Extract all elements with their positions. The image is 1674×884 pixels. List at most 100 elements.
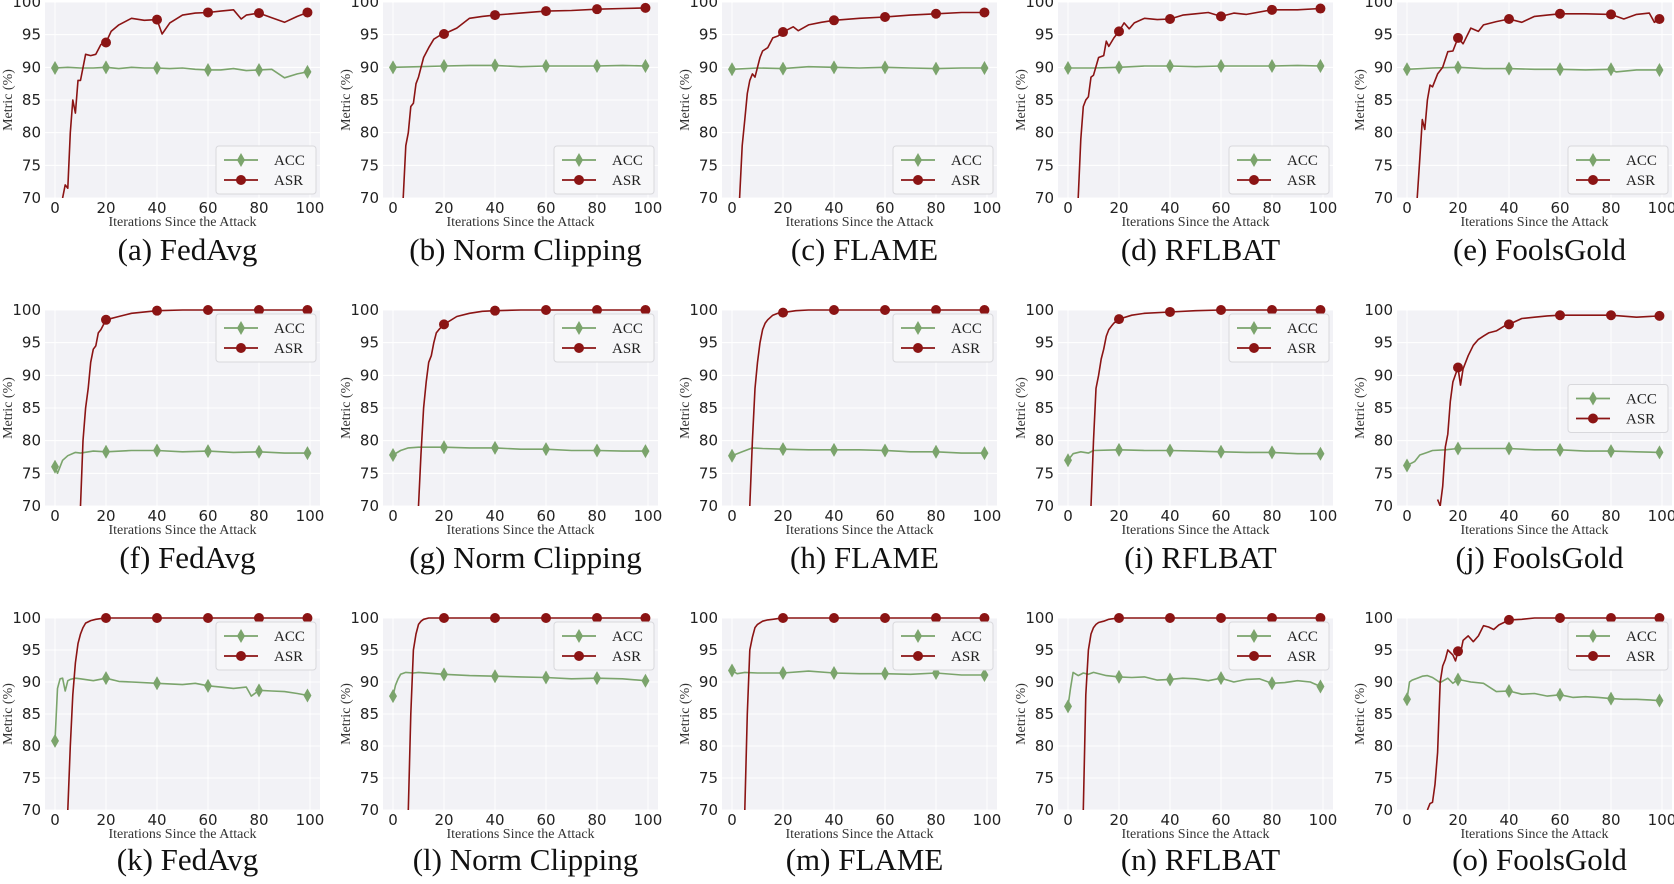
- subfigure-caption: (n) RFLBAT: [1033, 842, 1368, 878]
- data-point-circle: [1504, 614, 1514, 625]
- data-point-circle: [592, 4, 602, 15]
- data-point-circle: [1453, 32, 1463, 43]
- series-asr: [744, 613, 990, 810]
- y-tick-label: 95: [360, 334, 379, 352]
- legend-diamond-icon: [1589, 391, 1597, 406]
- subfigure-caption: (e) FoolsGold: [1372, 232, 1674, 268]
- x-tick-label: 100: [1309, 811, 1338, 829]
- data-point-circle: [931, 8, 941, 19]
- legend: ACC ASR: [553, 145, 655, 195]
- data-point-circle: [931, 305, 941, 315]
- y-tick-label: 75: [1035, 769, 1054, 787]
- x-tick-label: 40: [824, 199, 843, 217]
- caption-letter: (n): [1120, 842, 1165, 877]
- caption-name: FLAME: [833, 232, 939, 267]
- x-tick-label: 0: [1063, 811, 1073, 829]
- y-tick-label: 85: [699, 399, 718, 417]
- data-point-circle: [254, 305, 264, 315]
- legend-label: ACC: [1287, 153, 1318, 169]
- y-tick-label: 90: [1035, 366, 1054, 384]
- y-tick-label: 100: [12, 301, 41, 319]
- data-point-circle: [152, 613, 162, 623]
- y-tick-label: 95: [1374, 334, 1393, 352]
- data-point-diamond: [1454, 672, 1462, 687]
- data-point-diamond: [51, 459, 59, 474]
- caption-name: FoolsGold: [1492, 540, 1624, 575]
- data-point-circle: [1114, 613, 1124, 623]
- y-axis-label: Metric (%): [678, 683, 693, 745]
- y-axis-label: Metric (%): [678, 377, 693, 439]
- data-point-diamond: [51, 733, 59, 748]
- y-tick-label: 85: [22, 705, 41, 723]
- series-acc: [51, 60, 312, 79]
- data-point-diamond: [641, 444, 650, 459]
- y-tick-label: 85: [1035, 91, 1054, 109]
- legend-label: ASR: [274, 173, 303, 189]
- series-asr: [61, 7, 313, 198]
- x-tick-label: 40: [1160, 811, 1179, 829]
- y-tick-label: 100: [1025, 301, 1054, 319]
- series-acc: [1064, 442, 1325, 468]
- data-point-circle: [152, 14, 162, 25]
- legend-label: ACC: [274, 321, 305, 337]
- y-tick-label: 90: [699, 366, 718, 384]
- y-axis-label: Metric (%): [1353, 683, 1368, 745]
- y-tick-label: 85: [1374, 399, 1393, 417]
- y-tick-label: 95: [699, 334, 718, 352]
- y-tick-label: 90: [1374, 673, 1393, 691]
- x-tick-label: 20: [1448, 811, 1467, 829]
- data-point-diamond: [204, 444, 212, 459]
- legend: ACC ASR: [1567, 621, 1669, 671]
- legend-label: ACC: [1287, 629, 1318, 645]
- legend-circle-icon: [1588, 651, 1598, 661]
- y-tick-label: 75: [1374, 769, 1393, 787]
- y-axis-label: Metric (%): [1, 377, 16, 439]
- gridlines: [45, 1, 320, 199]
- y-tick-label: 90: [360, 366, 379, 384]
- data-point-circle: [1315, 613, 1326, 623]
- data-point-circle: [1216, 305, 1226, 315]
- x-tick-label: 20: [96, 811, 115, 829]
- y-tick-label: 70: [22, 189, 41, 207]
- legend-diamond-icon: [237, 321, 245, 335]
- data-point-diamond: [1166, 672, 1174, 687]
- data-point-circle: [1555, 613, 1565, 623]
- line-chart: 70 75 80 85 90 95 100 0 20 40 60 80 100 Iterations Si…: [678, 609, 1001, 842]
- x-tick-label: 40: [1499, 199, 1518, 217]
- line-chart: 70 75 80 85 90 95 100 0 20 40 60 80 100 Iterations Si…: [1, 301, 324, 538]
- data-point-diamond: [102, 444, 110, 459]
- x-axis-label: Iterations Since the Attack: [446, 523, 594, 538]
- series-asr: [1416, 8, 1665, 198]
- data-point-diamond: [1403, 458, 1411, 473]
- y-tick-label: 75: [699, 464, 718, 482]
- data-point-circle: [1555, 310, 1565, 321]
- legend-diamond-icon: [1589, 153, 1597, 167]
- data-point-circle: [490, 305, 500, 316]
- y-tick-label: 85: [22, 399, 41, 417]
- y-tick-label: 75: [699, 156, 718, 174]
- data-point-circle: [979, 305, 990, 315]
- y-tick-label: 70: [360, 801, 379, 819]
- caption-name: RFLBAT: [1164, 232, 1281, 267]
- legend-label: ACC: [274, 153, 305, 169]
- x-tick-label: 0: [388, 811, 398, 829]
- data-point-circle: [1453, 646, 1463, 657]
- y-tick-label: 95: [1035, 26, 1054, 44]
- y-axis-label: Metric (%): [1014, 683, 1029, 745]
- line-chart: 70 75 80 85 90 95 100 0 20 40 60 80 100 Iterations Si…: [1353, 0, 1674, 230]
- x-tick-label: 80: [926, 811, 945, 829]
- legend-label: ASR: [612, 173, 641, 189]
- data-point-diamond: [932, 61, 940, 76]
- caption-name: FedAvg: [158, 540, 256, 575]
- legend-label: ASR: [274, 649, 303, 665]
- x-axis-label: Iterations Since the Attack: [1460, 215, 1608, 230]
- legend-circle-icon: [574, 343, 584, 353]
- data-point-diamond: [1217, 59, 1225, 74]
- caption-name: FoolsGold: [1495, 232, 1627, 267]
- caption-name: RFLBAT: [1161, 540, 1277, 575]
- legend: ACC ASR: [1228, 145, 1330, 195]
- x-tick-label: 60: [536, 811, 555, 829]
- x-axis-label: Iterations Since the Attack: [108, 827, 256, 842]
- x-tick-label: 60: [536, 507, 555, 525]
- data-point-diamond: [1505, 61, 1513, 76]
